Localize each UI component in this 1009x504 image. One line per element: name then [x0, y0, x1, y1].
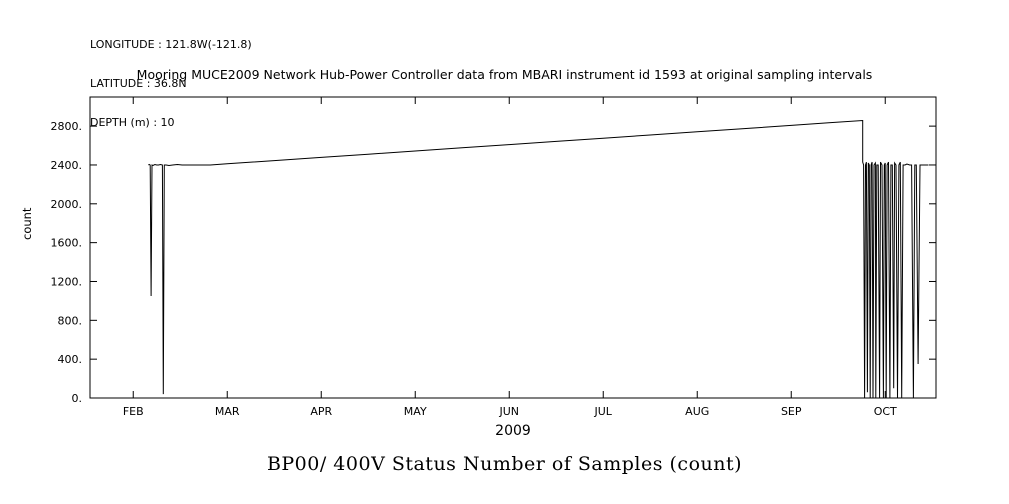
- x-tick-label: MAR: [215, 405, 240, 418]
- plot-footer-title: BP00/ 400V Status Number of Samples (cou…: [266, 453, 743, 475]
- x-tick-label: JUL: [594, 405, 613, 418]
- plot-frame: [89, 96, 937, 399]
- x-tick-label: OCT: [874, 405, 897, 418]
- x-tick-label: MAY: [404, 405, 427, 418]
- y-tick-label: 2400.: [51, 159, 83, 172]
- x-tick-label: FEB: [123, 405, 144, 418]
- x-tick-label: AUG: [685, 405, 709, 418]
- latitude-label: LATITUDE : 36.8N: [90, 77, 187, 90]
- longitude-label: LONGITUDE : 121.8W(-121.8): [90, 38, 252, 51]
- x-axis-year-label: 2009: [495, 423, 531, 439]
- y-tick-label: 1600.: [51, 237, 83, 250]
- x-tick-label: JUN: [498, 405, 519, 418]
- x-tick-label: SEP: [781, 405, 802, 418]
- y-tick-label: 2800.: [51, 120, 83, 133]
- y-tick-label: 800.: [58, 314, 83, 327]
- header-block: LONGITUDE : 121.8W(-121.8) LATITUDE : 36…: [90, 12, 252, 155]
- y-tick-label: 0.: [72, 392, 83, 405]
- depth-label: DEPTH (m) : 10: [90, 116, 175, 129]
- y-tick-label: 400.: [58, 353, 83, 366]
- chart-title: Mooring MUCE2009 Network Hub-Power Contr…: [136, 67, 873, 82]
- y-tick-label: 1200.: [51, 275, 83, 288]
- x-tick-label: APR: [310, 405, 332, 418]
- data-series-line: [148, 119, 929, 399]
- y-tick-label: 2000.: [51, 198, 83, 211]
